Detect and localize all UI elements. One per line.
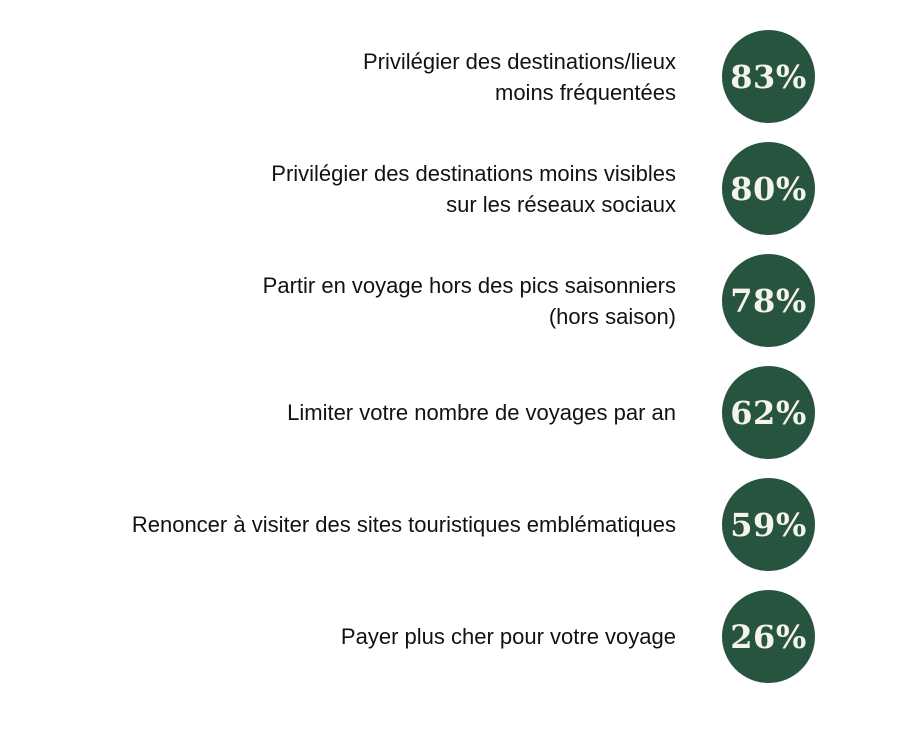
value-badge: 83% — [722, 30, 815, 123]
value-badge: 62% — [722, 366, 815, 459]
value-badge: 26% — [722, 590, 815, 683]
label-line: sur les réseaux sociaux — [446, 191, 676, 217]
category-label: Limiter votre nombre de voyages par an — [40, 397, 722, 428]
percentage-value: 80% — [730, 169, 807, 208]
label-line: Privilégier des destinations moins visib… — [271, 160, 676, 186]
label-line: Payer plus cher pour votre voyage — [340, 624, 676, 649]
percentage-value: 26% — [730, 617, 807, 656]
label-line: (hors saison) — [548, 303, 676, 329]
category-label: Privilégier des destinations/lieux moins… — [40, 46, 722, 108]
percentage-value: 78% — [730, 281, 807, 320]
percentage-value: 62% — [730, 393, 807, 432]
label-line: Privilégier des destinations/lieux — [362, 48, 676, 74]
percentage-value: 83% — [730, 57, 807, 96]
chart-row: Payer plus cher pour votre voyage 26% — [40, 590, 815, 683]
category-label: Renoncer à visiter des sites touristique… — [40, 509, 722, 540]
percentage-value: 59% — [730, 505, 807, 544]
category-label: Partir en voyage hors des pics saisonnie… — [40, 270, 722, 332]
label-line: Partir en voyage hors des pics saisonnie… — [262, 272, 676, 298]
category-label: Privilégier des destinations moins visib… — [40, 158, 722, 220]
label-line: Renoncer à visiter des sites touristique… — [131, 512, 676, 537]
chart-row: Privilégier des destinations moins visib… — [40, 142, 815, 235]
chart-row: Renoncer à visiter des sites touristique… — [40, 478, 815, 571]
category-label: Payer plus cher pour votre voyage — [40, 621, 722, 652]
chart-row: Limiter votre nombre de voyages par an 6… — [40, 366, 815, 459]
label-line: Limiter votre nombre de voyages par an — [287, 400, 676, 425]
chart-row: Partir en voyage hors des pics saisonnie… — [40, 254, 815, 347]
value-badge: 80% — [722, 142, 815, 235]
chart-row: Privilégier des destinations/lieux moins… — [40, 30, 815, 123]
label-line: moins fréquentées — [495, 79, 676, 105]
value-badge: 59% — [722, 478, 815, 571]
value-badge: 78% — [722, 254, 815, 347]
